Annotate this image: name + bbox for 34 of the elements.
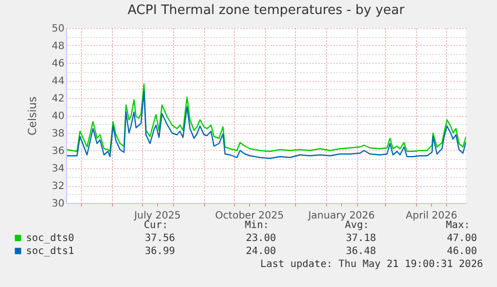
y-tick-label: 42 [52, 94, 64, 104]
y-tick-label: 32 [52, 181, 64, 192]
legend-label: soc_dts1 [26, 246, 74, 257]
y-tick-label: 50 [52, 24, 64, 34]
y-tick-label: 40 [52, 111, 64, 122]
x-tick-label: October 2025 [215, 210, 284, 222]
y-tick-label: 38 [52, 128, 64, 140]
y-tick-label: 44 [52, 76, 64, 87]
x-tick-label: April 2026 [406, 210, 458, 222]
text: Max: [446, 220, 470, 231]
chart-title: ACPI Thermal zone temperatures - by year [128, 3, 406, 18]
y-tick-label: 34 [52, 164, 64, 174]
y-tick-label: 48 [52, 41, 64, 52]
text: Avg: [344, 220, 369, 231]
text: 46.00 [446, 246, 477, 257]
text: Min: [244, 220, 269, 231]
line-series [66, 90, 466, 159]
x-tick-label: January 2026 [307, 210, 375, 222]
text: 36.99 [144, 246, 175, 257]
y-tick-label: 36 [52, 146, 64, 157]
y-tick-label: 30 [52, 198, 64, 210]
text: 37.18 [346, 233, 376, 244]
text: 47.00 [446, 233, 477, 244]
line-series [66, 83, 466, 152]
text: 23.00 [246, 233, 276, 244]
text: Cur: [144, 220, 168, 231]
text: 36.48 [346, 246, 376, 257]
legend-label: soc_dts0 [26, 233, 74, 244]
text: Last update: Thu May 21 19:00:31 2026 [260, 259, 483, 270]
text: 37.56 [144, 233, 175, 244]
text: 24.00 [246, 246, 276, 257]
y-axis-title: Celsius [26, 96, 39, 136]
y-tick-label: 46 [52, 58, 64, 70]
x-tick-label: July 2025 [133, 210, 181, 222]
